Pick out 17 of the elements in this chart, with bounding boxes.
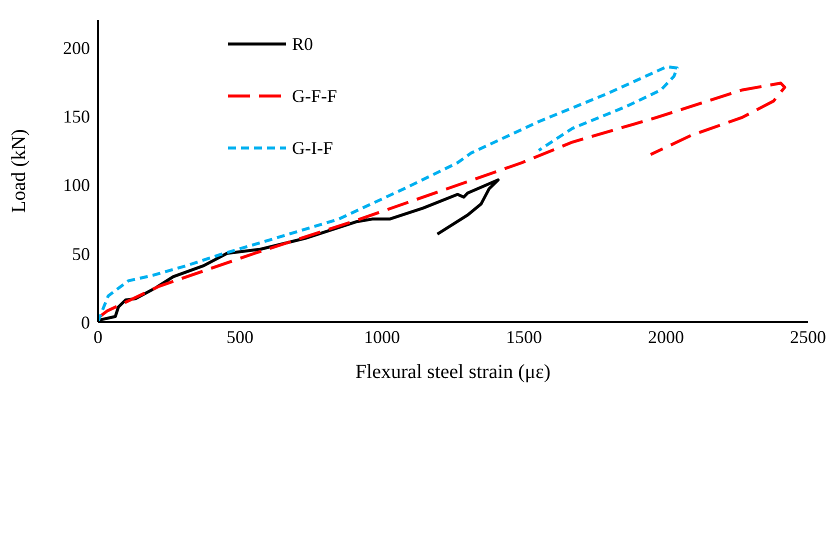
y-tick-label: 50	[72, 244, 90, 264]
y-axis-title: Load (kN)	[8, 129, 30, 213]
x-tick-label: 500	[226, 326, 254, 347]
legend-label: R0	[292, 34, 314, 54]
y-tick-label: 0	[81, 312, 90, 332]
y-tick-label: 100	[63, 175, 90, 196]
x-tick-label: 0	[94, 326, 102, 347]
y-tick-label: 200	[63, 38, 90, 58]
x-tick-label: 2500	[790, 326, 826, 347]
y-tick-label: 150	[63, 106, 90, 126]
x-tick-label: 1500	[506, 326, 542, 347]
x-tick-label: 2000	[648, 326, 684, 347]
x-axis-title: Flexural steel strain (με)	[355, 361, 551, 383]
legend-label: G-I-F	[292, 138, 333, 158]
line-series	[98, 82, 786, 320]
legend-label: G-F-F	[292, 86, 338, 106]
x-tick-label: 1000	[364, 326, 400, 347]
